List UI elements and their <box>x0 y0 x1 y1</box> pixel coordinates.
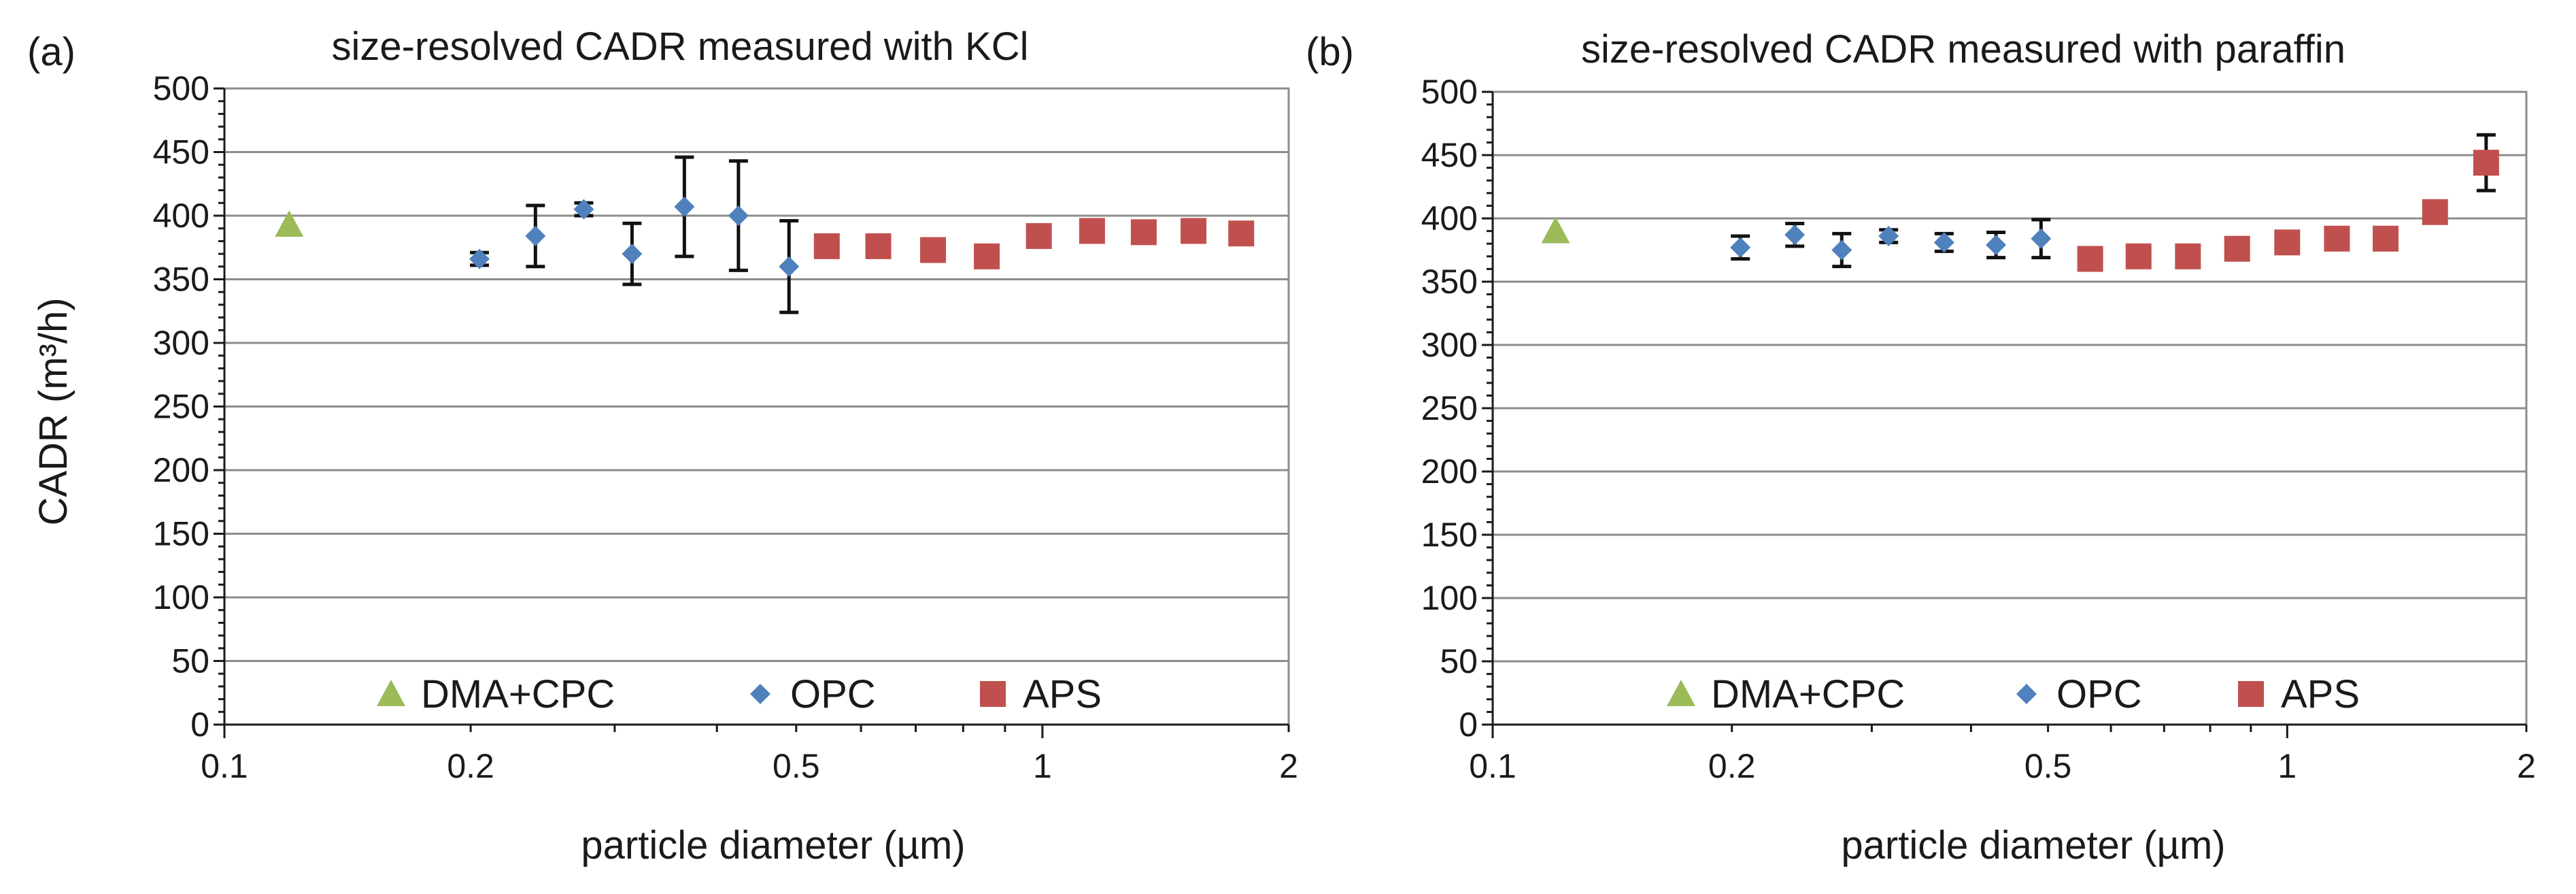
panel-a-legend-aps-marker <box>980 681 1006 707</box>
panel-a-aps-point <box>1130 219 1157 246</box>
panel-a-x-axis-label: particle diameter (µm) <box>581 823 965 867</box>
panel-a-opc-point <box>728 205 749 226</box>
panel-a-y-tick-label: 0 <box>190 706 209 744</box>
panel-b-opc-point <box>1831 239 1852 261</box>
panel-a-y-tick-label: 350 <box>153 261 209 299</box>
panel-b-y-tick-label: 50 <box>1440 642 1478 680</box>
panel-b-plot-area: 0 50 100 150 200 250 300 350 400 450 500 0.1 0.2 0.5 1… <box>1421 73 2536 785</box>
panel-a-label: (a) <box>27 30 75 74</box>
panel-a-x-tick-label: 0.1 <box>201 747 248 785</box>
panel-b-opc-point <box>1784 225 1806 246</box>
panel-a-legend-aps-label: APS <box>1023 672 1102 716</box>
panel-b-aps-point <box>2175 243 2201 269</box>
panel-a-x-tick-label: 1 <box>1033 747 1052 785</box>
panel-b-aps-point <box>2224 235 2250 262</box>
panel-a-y-tick-label: 50 <box>171 642 209 680</box>
panel-b-aps-point <box>2473 150 2499 176</box>
panel-a-aps-point <box>920 237 947 263</box>
panel-a: (a) size-resolved CADR measured with KCl… <box>27 24 1298 867</box>
panel-b-label: (b) <box>1306 30 1354 74</box>
panel-a-opc-point <box>622 244 643 265</box>
panel-a-x-tick-label: 0.2 <box>447 747 494 785</box>
panel-b-x-tick-label: 0.2 <box>1708 747 1756 785</box>
panel-b-x-tick-label: 0.1 <box>1469 747 1516 785</box>
panel-b-aps-point <box>2125 243 2152 269</box>
panel-b-opc-point <box>1878 226 1899 247</box>
panel-b-y-tick-label: 350 <box>1421 263 1478 301</box>
panel-b-dma-cpc-point <box>1541 216 1570 244</box>
panel-a-dma-cpc-point <box>275 210 304 237</box>
panel-b-legend-aps-label: APS <box>2281 672 2360 716</box>
panel-a-aps-point <box>1181 218 1207 244</box>
panel-a-legend-opc-marker <box>750 684 770 704</box>
panel-a-x-tick-label: 2 <box>1279 747 1298 785</box>
panel-a-y-tick-label: 400 <box>153 197 209 235</box>
panel-a-x-tick-label: 0.5 <box>773 747 820 785</box>
panel-a-y-tick-label: 500 <box>153 69 209 107</box>
panel-b-y-tick-label: 100 <box>1421 579 1478 617</box>
panel-a-y-axis-label: CADR (m³/h) <box>31 297 75 525</box>
panel-a-opc-point <box>674 196 695 217</box>
panel-a-opc-point <box>525 225 546 246</box>
panel-b-legend-dma-cpc-marker <box>1667 680 1695 706</box>
panel-a-aps-point <box>1079 218 1105 244</box>
panel-a-opc-point <box>779 256 800 277</box>
panel-b-legend-opc-marker <box>2016 684 2037 704</box>
panel-a-title: size-resolved CADR measured with KCl <box>332 24 1029 69</box>
panel-b-opc-point <box>1986 235 2007 256</box>
panel-b: (b) size-resolved CADR measured with par… <box>1306 27 2536 867</box>
panel-b-legend-dma-cpc-label: DMA+CPC <box>1711 672 1905 716</box>
panel-b-y-tick-label: 250 <box>1421 389 1478 427</box>
panel-a-legend-opc-label: OPC <box>790 672 876 716</box>
panel-b-x-axis-label: particle diameter (µm) <box>1841 823 2225 867</box>
panel-b-aps-point <box>2373 225 2399 252</box>
panel-b-y-tick-label: 150 <box>1421 516 1478 554</box>
panel-a-y-tick-label: 450 <box>153 133 209 171</box>
panel-a-aps-point <box>1228 220 1255 247</box>
panel-a-aps-point <box>974 243 1000 269</box>
panel-a-y-tick-label: 150 <box>153 515 209 553</box>
panel-a-aps-point <box>813 233 840 259</box>
panel-a-plot-area: 0 50 100 150 200 250 300 350 400 450 500 0.1 0.2 0.5 1… <box>153 69 1298 785</box>
panel-b-y-tick-label: 200 <box>1421 452 1478 491</box>
panel-b-x-tick-label: 2 <box>2517 747 2536 785</box>
panel-b-aps-point <box>2274 229 2301 256</box>
panel-a-y-tick-label: 300 <box>153 324 209 362</box>
panel-b-y-tick-label: 0 <box>1459 706 1478 744</box>
panel-b-y-tick-label: 400 <box>1421 199 1478 237</box>
panel-b-title: size-resolved CADR measured with paraffi… <box>1581 27 2345 71</box>
panel-a-opc-point <box>469 248 490 269</box>
panel-a-y-tick-label: 100 <box>153 578 209 616</box>
panel-a-y-tick-label: 200 <box>153 451 209 489</box>
panel-b-aps-point <box>2422 199 2448 225</box>
panel-b-aps-point <box>2324 225 2350 252</box>
panel-b-y-tick-label: 300 <box>1421 326 1478 364</box>
panel-b-legend-opc-label: OPC <box>2056 672 2142 716</box>
panel-b-y-tick-label: 450 <box>1421 136 1478 174</box>
panel-a-legend-dma-cpc-label: DMA+CPC <box>421 672 615 716</box>
panel-b-aps-point <box>2077 246 2103 272</box>
panel-b-opc-point <box>1933 232 1954 253</box>
panel-b-opc-point <box>1730 237 1751 258</box>
panel-b-y-tick-label: 500 <box>1421 73 1478 111</box>
panel-a-aps-point <box>865 233 892 259</box>
panel-a-aps-point <box>1026 222 1052 249</box>
panel-b-legend-aps-marker <box>2238 681 2264 707</box>
panel-b-x-tick-label: 0.5 <box>2024 747 2072 785</box>
panel-a-opc-point <box>573 199 594 220</box>
panel-a-legend-dma-cpc-marker <box>377 680 405 706</box>
panel-b-x-tick-label: 1 <box>2277 747 2297 785</box>
panel-b-opc-point <box>2031 228 2052 249</box>
panel-a-y-tick-label: 250 <box>153 388 209 426</box>
